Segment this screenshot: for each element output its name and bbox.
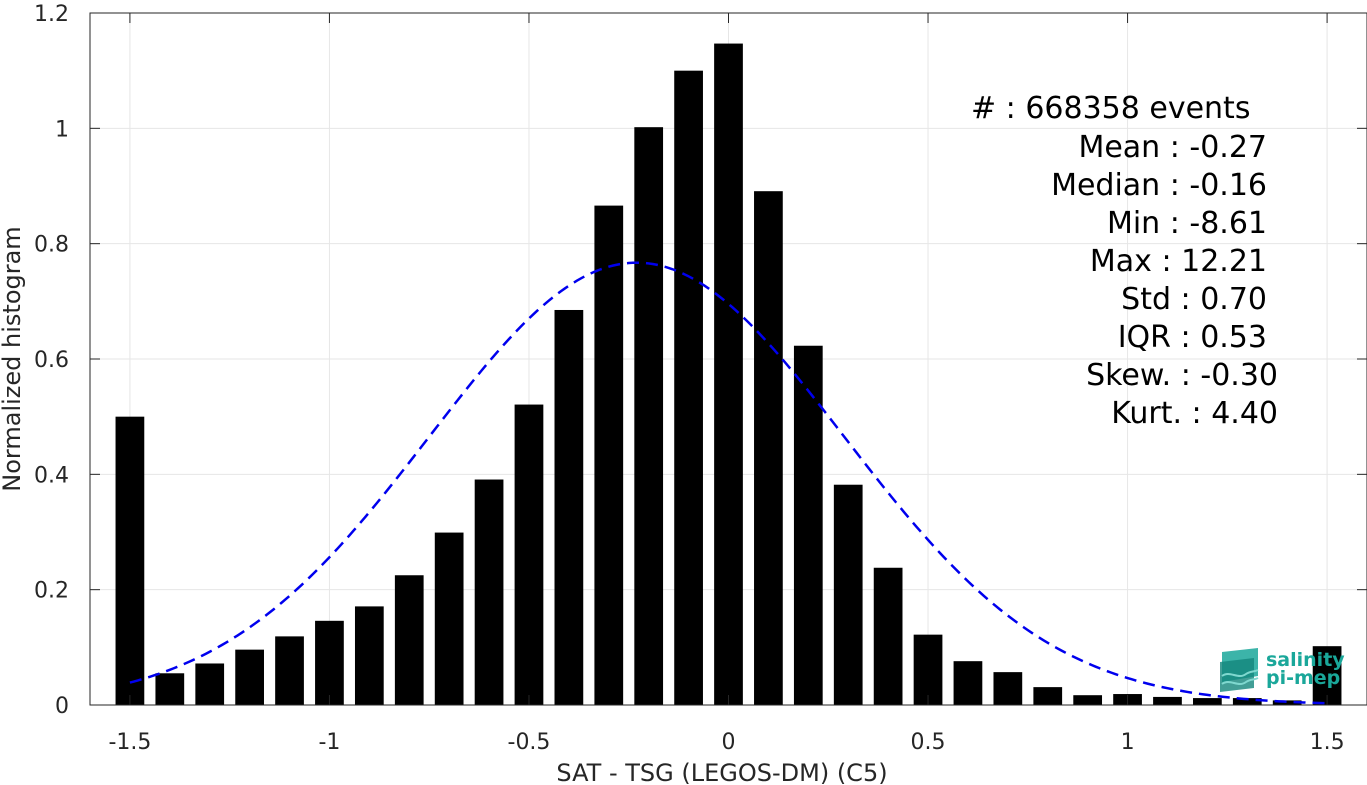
histogram-bar (913, 634, 943, 705)
histogram-bar (1153, 696, 1182, 705)
histogram-bars (115, 43, 1342, 706)
histogram-bar (155, 673, 185, 705)
histogram-bar (554, 309, 584, 705)
histogram-bar (235, 649, 264, 705)
histogram-bar (793, 345, 823, 705)
stat-max: Max : 12.21 (1089, 244, 1267, 279)
histogram-bar (275, 636, 304, 705)
y-axis-label: Normalized histogram (0, 226, 26, 491)
histogram-bar (754, 191, 783, 705)
histogram-bar (354, 606, 384, 705)
histogram-bar (674, 70, 703, 705)
histogram-bar (833, 484, 863, 705)
axis-ticks (90, 12, 1367, 706)
histogram-bar (514, 404, 544, 705)
stat-min: Min : -8.61 (1106, 206, 1267, 241)
logo-text-line1: salinity (1266, 649, 1345, 671)
histogram-bar (634, 127, 664, 706)
salinity-pi-mep-logo: salinity pi-mep (1218, 646, 1348, 694)
y-tick-label: 0.6 (34, 348, 69, 373)
x-tick-label: -1.5 (108, 730, 151, 755)
x-tick-labels: -1.5 -1 -0.5 0 0.5 1 1.5 (108, 730, 1344, 755)
x-tick-label: 0.5 (911, 730, 946, 755)
histogram-bar (953, 661, 983, 705)
y-tick-label: 0.4 (34, 463, 69, 488)
histogram-bar (873, 567, 903, 705)
histogram-bar (993, 672, 1023, 705)
y-tick-labels: 0 0.2 0.4 0.6 0.8 1 1.2 (34, 2, 69, 719)
histogram-bar (434, 532, 464, 705)
y-tick-label: 0.2 (34, 579, 69, 604)
x-tick-label: 1.5 (1310, 730, 1345, 755)
x-tick-label: 0 (722, 730, 736, 755)
logo-text-line2: pi-mep (1266, 667, 1341, 689)
y-tick-label: 1 (55, 117, 69, 142)
stat-iqr: IQR : 0.53 (1117, 320, 1267, 355)
stat-skew: Skew. : -0.30 (1086, 358, 1278, 393)
histogram-bar (1232, 698, 1262, 705)
y-tick-label: 0.8 (34, 233, 69, 258)
logo-mark-icon (1220, 648, 1259, 692)
histogram-bar (1193, 698, 1222, 705)
histogram-bar (714, 43, 743, 705)
y-tick-label: 0 (55, 694, 69, 719)
histogram-bar (1073, 695, 1103, 705)
x-axis-label: SAT - TSG (LEGOS-DM) (C5) (556, 759, 887, 785)
y-tick-label: 1.2 (34, 2, 69, 27)
histogram-bar (115, 416, 145, 705)
histogram-bar (474, 479, 504, 705)
histogram-bar (195, 663, 225, 705)
histogram-bar (1272, 700, 1302, 705)
histogram-bar (315, 620, 344, 705)
gaussian-fit-curve (129, 261, 1328, 705)
stat-std: Std : 0.70 (1121, 282, 1267, 317)
x-tick-label: -0.5 (508, 730, 551, 755)
stat-kurt: Kurt. : 4.40 (1111, 396, 1278, 431)
histogram-bar (1033, 687, 1063, 705)
histogram-bar (594, 205, 624, 705)
x-tick-label: 1 (1121, 730, 1135, 755)
stat-mean: Mean : -0.27 (1078, 130, 1267, 165)
stat-events: # : 668358 events (971, 91, 1251, 126)
stat-median: Median : -0.16 (1051, 168, 1267, 203)
x-tick-label: -1 (318, 730, 340, 755)
histogram-bar (394, 575, 424, 705)
